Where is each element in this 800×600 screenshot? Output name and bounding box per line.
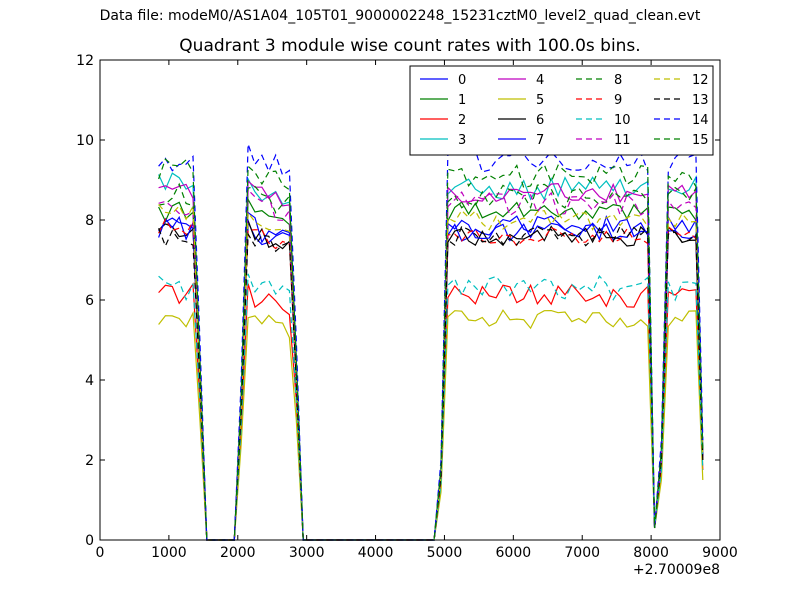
- legend-label-6: 6: [536, 113, 544, 128]
- y-tick-label: 2: [85, 453, 94, 469]
- series-line-7: [158, 211, 704, 541]
- x-tick-label: 7000: [564, 545, 600, 561]
- series-line-9: [158, 217, 704, 541]
- x-tick-label: 4000: [358, 545, 394, 561]
- legend-label-11: 11: [614, 133, 631, 148]
- series-line-3: [158, 172, 704, 541]
- legend-box: [409, 65, 714, 156]
- series-line-1: [158, 197, 704, 541]
- legend-label-7: 7: [536, 133, 544, 148]
- legend-label-0: 0: [458, 73, 466, 88]
- x-tick-label: 8000: [633, 545, 669, 561]
- x-offset-label: +2.70009e8: [632, 562, 720, 578]
- legend-label-10: 10: [614, 113, 631, 128]
- legend-label-14: 14: [692, 113, 709, 128]
- legend-label-2: 2: [458, 113, 466, 128]
- legend-label-12: 12: [692, 73, 709, 88]
- y-tick-label: 8: [85, 213, 94, 229]
- legend-label-5: 5: [536, 93, 544, 108]
- series-line-0: [158, 217, 704, 541]
- axis-ticks: 0 1000 2000 3000 4000 5000 6000 7000 8000 9000 0 2 4…: [76, 53, 738, 561]
- x-tick-label: 1000: [151, 545, 187, 561]
- x-tick-label: 5000: [427, 545, 463, 561]
- x-tick-label: 2000: [220, 545, 256, 561]
- y-tick-label: 4: [85, 373, 94, 389]
- legend-label-15: 15: [692, 133, 709, 148]
- series-line-4: [158, 180, 704, 541]
- series-line-6: [158, 220, 704, 541]
- x-tick-label: 9000: [702, 545, 738, 561]
- series-lines: [158, 143, 704, 541]
- series-line-13: [158, 224, 704, 541]
- x-tick-label: 0: [96, 545, 105, 561]
- legend-label-3: 3: [458, 133, 466, 148]
- y-tick-label: 0: [85, 533, 94, 549]
- y-tick-label: 10: [76, 133, 94, 149]
- series-line-15: [158, 158, 704, 541]
- legend-label-13: 13: [692, 93, 709, 108]
- data-file-suptitle: Data file: modeM0/AS1A04_105T01_90000022…: [99, 8, 701, 24]
- series-line-14: [158, 143, 704, 541]
- series-line-12: [158, 204, 704, 541]
- x-tick-label: 3000: [289, 545, 325, 561]
- legend-label-9: 9: [614, 93, 622, 108]
- legend-label-1: 1: [458, 93, 466, 108]
- x-tick-label: 6000: [496, 545, 532, 561]
- legend-label-8: 8: [614, 73, 622, 88]
- series-line-11: [158, 188, 704, 541]
- chart-title: Quadrant 3 module wise count rates with …: [179, 36, 641, 56]
- y-tick-label: 12: [76, 53, 94, 69]
- legend-label-4: 4: [536, 73, 544, 88]
- y-tick-label: 6: [85, 293, 94, 309]
- series-line-8: [158, 182, 704, 541]
